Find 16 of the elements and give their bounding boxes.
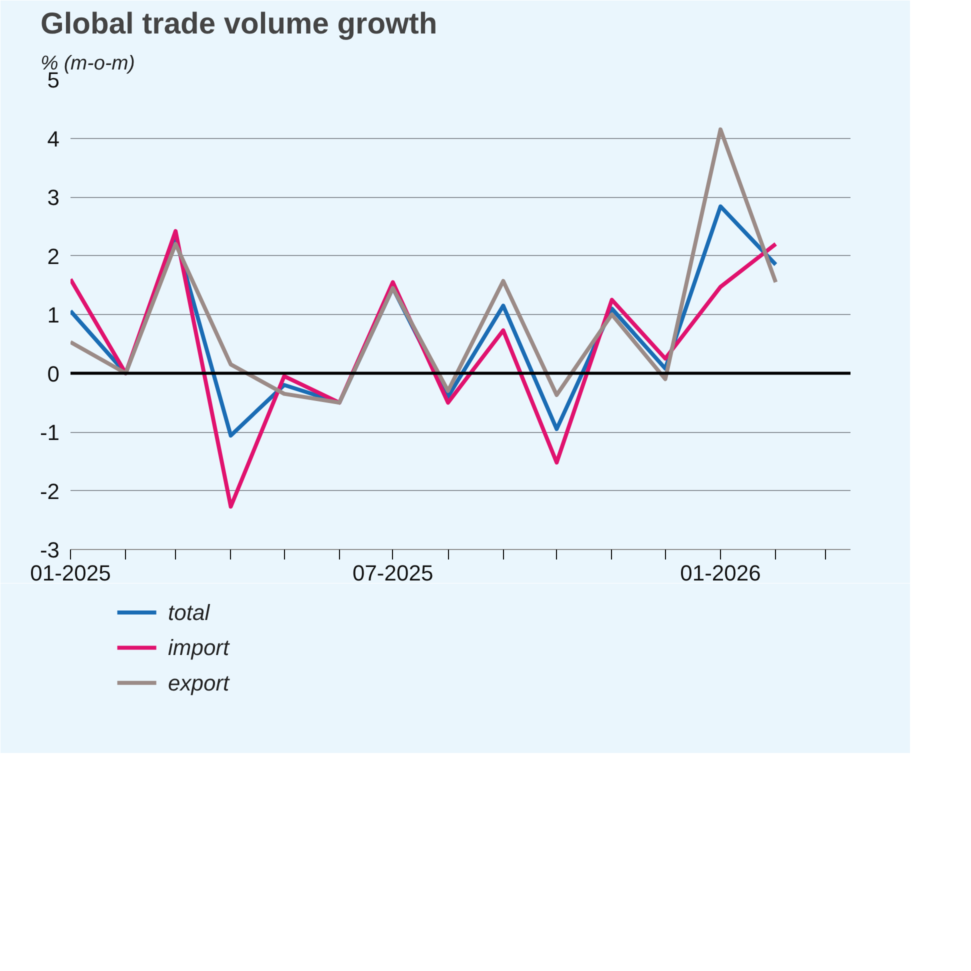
y-tick-label: 0 bbox=[47, 361, 60, 386]
x-tick-label: 01-2026 bbox=[680, 560, 761, 586]
line-series bbox=[70, 127, 778, 405]
x-tick-label: 07-2025 bbox=[352, 560, 434, 586]
y-tick-label: 3 bbox=[47, 185, 60, 210]
y-tick-label: -1 bbox=[40, 420, 60, 445]
y-tick-label: -3 bbox=[40, 538, 60, 562]
chart-title: Global trade volume growth bbox=[40, 8, 438, 40]
x-tick-label: 01-2025 bbox=[30, 560, 111, 586]
legend-label: export bbox=[168, 670, 230, 696]
legend-label: import bbox=[168, 635, 230, 660]
y-tick-label: -2 bbox=[40, 478, 60, 504]
legend-label: total bbox=[168, 600, 211, 625]
y-tick-label: 1 bbox=[47, 302, 60, 328]
y-tick-label: 2 bbox=[47, 244, 60, 269]
y-tick-label: 4 bbox=[47, 126, 60, 152]
